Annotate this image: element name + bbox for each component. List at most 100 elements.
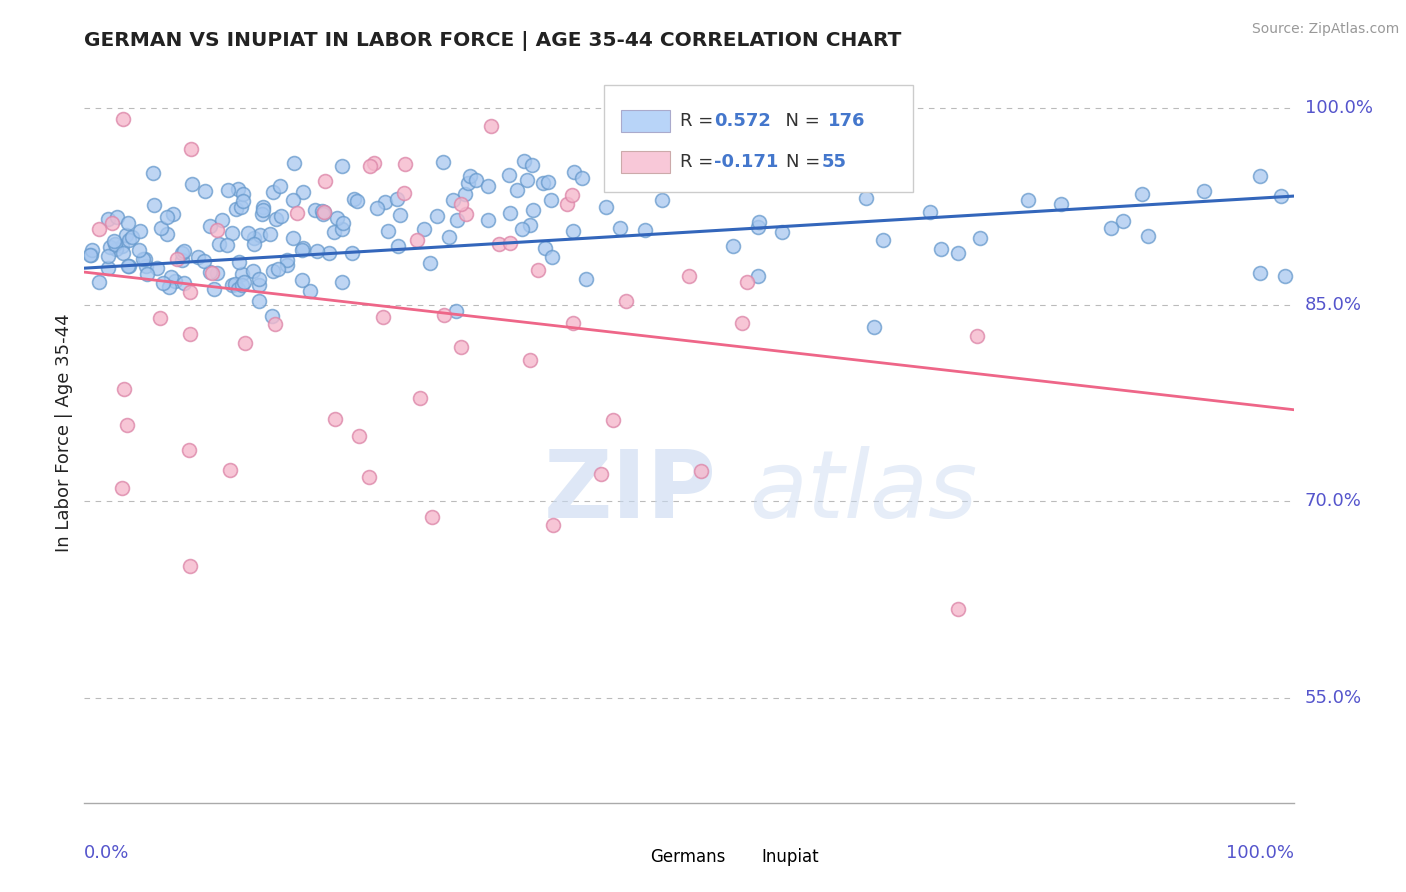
Point <box>575 272 598 286</box>
Point <box>1249 266 1271 280</box>
Point <box>412 222 434 236</box>
FancyBboxPatch shape <box>621 151 669 173</box>
Point <box>219 463 242 477</box>
Point <box>747 219 769 234</box>
Point <box>678 268 700 283</box>
Point <box>346 194 368 209</box>
Point <box>969 231 991 245</box>
Point <box>179 327 201 342</box>
Point <box>516 173 538 187</box>
Point <box>136 268 159 282</box>
Point <box>231 267 253 281</box>
Point <box>233 335 256 350</box>
Point <box>215 237 238 252</box>
Point <box>312 204 335 219</box>
FancyBboxPatch shape <box>621 110 669 132</box>
Point <box>232 194 254 208</box>
Point <box>737 275 759 289</box>
Point <box>162 207 184 221</box>
Point <box>104 236 127 251</box>
Point <box>105 210 128 224</box>
Point <box>247 294 270 309</box>
Point <box>229 200 252 214</box>
Point <box>318 246 340 260</box>
Point <box>1249 169 1271 183</box>
Point <box>276 259 298 273</box>
Point <box>562 223 585 237</box>
Point <box>1099 220 1122 235</box>
Point <box>747 268 769 283</box>
Point <box>118 259 141 273</box>
Point <box>201 266 224 280</box>
Point <box>690 464 713 478</box>
Point <box>1270 189 1292 203</box>
Point <box>211 213 233 227</box>
Point <box>217 183 239 197</box>
Point <box>314 174 336 188</box>
Point <box>103 234 125 248</box>
Point <box>323 411 346 425</box>
Point <box>180 143 202 157</box>
Point <box>267 262 290 277</box>
Point <box>207 266 229 280</box>
Point <box>477 213 499 227</box>
Point <box>437 230 460 244</box>
Point <box>132 252 155 266</box>
Text: Source: ZipAtlas.com: Source: ZipAtlas.com <box>1251 22 1399 37</box>
FancyBboxPatch shape <box>621 849 648 866</box>
Point <box>519 352 541 367</box>
Point <box>499 235 522 250</box>
Point <box>205 223 228 237</box>
Point <box>456 207 478 221</box>
Point <box>262 263 284 277</box>
Point <box>377 224 399 238</box>
Point <box>347 429 370 443</box>
Point <box>221 278 243 293</box>
Point <box>156 227 179 241</box>
Point <box>202 282 225 296</box>
Point <box>135 260 157 274</box>
Point <box>359 159 381 173</box>
Point <box>541 250 564 264</box>
Point <box>394 157 416 171</box>
Point <box>1130 186 1153 201</box>
Point <box>193 254 215 268</box>
Point <box>332 216 354 230</box>
Point <box>531 176 554 190</box>
Point <box>291 241 314 255</box>
Point <box>228 255 250 269</box>
Point <box>457 176 479 190</box>
Point <box>477 178 499 193</box>
Point <box>291 243 314 257</box>
FancyBboxPatch shape <box>733 849 759 866</box>
Point <box>432 155 454 169</box>
Point <box>79 248 101 262</box>
Point <box>80 244 103 258</box>
Point <box>616 294 638 309</box>
Point <box>177 442 200 457</box>
Point <box>666 176 689 190</box>
Point <box>634 223 657 237</box>
Point <box>269 179 291 194</box>
Point <box>252 200 274 214</box>
Point <box>281 231 304 245</box>
Point <box>198 265 221 279</box>
Point <box>512 154 534 169</box>
Point <box>533 241 555 255</box>
Point <box>609 221 631 235</box>
Point <box>918 205 941 219</box>
Point <box>264 212 287 227</box>
Point <box>408 391 430 405</box>
Point <box>450 340 472 354</box>
Point <box>243 231 266 245</box>
Point <box>149 221 172 235</box>
Point <box>651 194 673 208</box>
Point <box>458 169 481 184</box>
Point <box>420 510 443 524</box>
Point <box>172 252 194 267</box>
Point <box>561 316 583 330</box>
Point <box>330 159 353 173</box>
Point <box>80 248 103 262</box>
Point <box>157 280 180 294</box>
Point <box>389 208 412 222</box>
